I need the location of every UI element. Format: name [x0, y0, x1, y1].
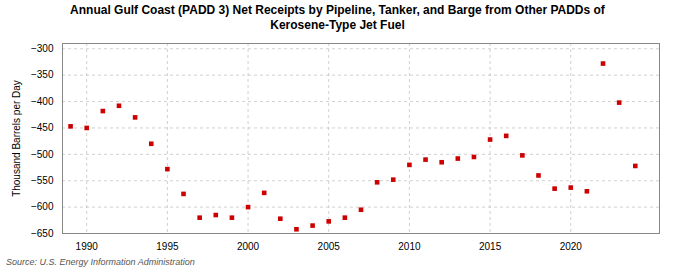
- svg-text:−350: −350: [31, 69, 54, 80]
- svg-text:2010: 2010: [398, 241, 421, 252]
- svg-text:2000: 2000: [237, 241, 260, 252]
- svg-text:−400: −400: [31, 96, 54, 107]
- svg-text:1990: 1990: [76, 241, 99, 252]
- svg-text:−300: −300: [31, 43, 54, 54]
- svg-text:−550: −550: [31, 175, 54, 186]
- svg-text:2005: 2005: [318, 241, 341, 252]
- svg-text:2020: 2020: [560, 241, 583, 252]
- svg-text:1995: 1995: [156, 241, 179, 252]
- svg-text:−450: −450: [31, 122, 54, 133]
- html-text:Annual Gulf Coast (PADD 3) Net: Annual Gulf Coast (PADD 3) Net Receipts …: [70, 3, 605, 32]
- svg-text:−500: −500: [31, 149, 54, 160]
- svg-text:−600: −600: [31, 201, 54, 212]
- svg-text:−650: −650: [31, 228, 54, 239]
- svg-text:Thousand Barrels per Day: Thousand Barrels per Day: [11, 80, 22, 197]
- svg-text:2015: 2015: [479, 241, 502, 252]
- html-text:Source: U.S. Energy Informatio: Source: U.S. Energy Information Administ…: [6, 257, 195, 267]
